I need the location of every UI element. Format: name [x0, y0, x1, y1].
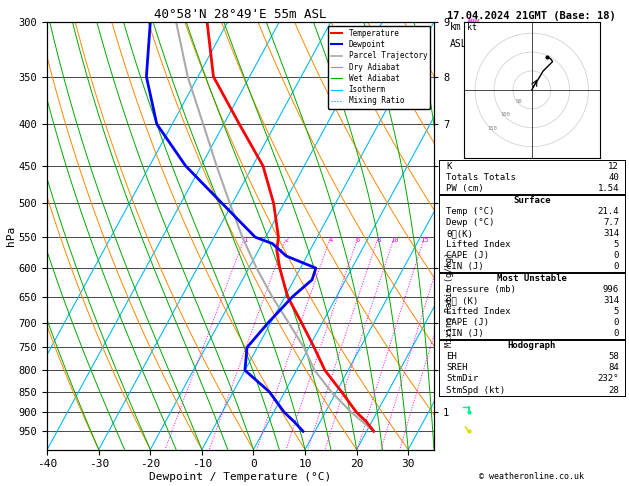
Text: 15: 15 — [420, 237, 429, 243]
Text: CAPE (J): CAPE (J) — [447, 318, 489, 327]
Text: Surface: Surface — [513, 196, 550, 206]
Text: 314: 314 — [603, 229, 619, 238]
Text: 314: 314 — [603, 296, 619, 305]
Text: Lifted Index: Lifted Index — [447, 240, 511, 249]
Text: LCL: LCL — [442, 379, 457, 388]
Text: 232°: 232° — [598, 375, 619, 383]
Legend: Temperature, Dewpoint, Parcel Trajectory, Dry Adiabat, Wet Adiabat, Isotherm, Mi: Temperature, Dewpoint, Parcel Trajectory… — [328, 26, 430, 108]
Text: 0: 0 — [614, 262, 619, 271]
Text: 5: 5 — [614, 240, 619, 249]
Text: 0: 0 — [614, 318, 619, 327]
Text: 21.4: 21.4 — [598, 208, 619, 216]
Text: 996: 996 — [603, 285, 619, 294]
Text: © weatheronline.co.uk: © weatheronline.co.uk — [479, 472, 584, 481]
Text: 12: 12 — [608, 161, 619, 171]
Text: θᴄ(K): θᴄ(K) — [447, 229, 474, 238]
Text: km: km — [450, 22, 461, 32]
Text: 28: 28 — [608, 385, 619, 395]
Text: Pressure (mb): Pressure (mb) — [447, 285, 516, 294]
Text: StmSpd (kt): StmSpd (kt) — [447, 385, 506, 395]
Text: 0: 0 — [614, 251, 619, 260]
Text: 4: 4 — [328, 237, 333, 243]
Text: CIN (J): CIN (J) — [447, 329, 484, 338]
Text: Most Unstable: Most Unstable — [497, 274, 567, 283]
Text: 0: 0 — [614, 329, 619, 338]
Text: 100: 100 — [501, 112, 510, 118]
Text: K: K — [447, 161, 452, 171]
Y-axis label: hPa: hPa — [6, 226, 16, 246]
Text: θᴄ (K): θᴄ (K) — [447, 296, 479, 305]
Text: 6: 6 — [356, 237, 360, 243]
Text: 84: 84 — [608, 364, 619, 372]
Text: StmDir: StmDir — [447, 375, 479, 383]
Text: Totals Totals: Totals Totals — [447, 173, 516, 182]
X-axis label: Dewpoint / Temperature (°C): Dewpoint / Temperature (°C) — [150, 472, 331, 482]
Text: 20: 20 — [442, 237, 451, 243]
Text: kt: kt — [467, 23, 477, 32]
Text: CIN (J): CIN (J) — [447, 262, 484, 271]
Text: 50: 50 — [515, 99, 522, 104]
Text: 150: 150 — [487, 125, 497, 131]
Text: 17.04.2024 21GMT (Base: 18): 17.04.2024 21GMT (Base: 18) — [447, 11, 616, 21]
Text: ASL: ASL — [450, 39, 467, 49]
Text: Hodograph: Hodograph — [508, 341, 556, 350]
Text: 1.54: 1.54 — [598, 184, 619, 193]
Text: PW (cm): PW (cm) — [447, 184, 484, 193]
Text: 2: 2 — [284, 237, 288, 243]
Text: 25: 25 — [460, 237, 468, 243]
Text: 10: 10 — [390, 237, 399, 243]
Text: Lifted Index: Lifted Index — [447, 307, 511, 316]
Text: 58: 58 — [608, 352, 619, 361]
Text: Dewp (°C): Dewp (°C) — [447, 218, 495, 227]
Text: SREH: SREH — [447, 364, 468, 372]
Text: 40: 40 — [608, 173, 619, 182]
Text: 1: 1 — [243, 237, 247, 243]
Text: 8: 8 — [376, 237, 381, 243]
Text: CAPE (J): CAPE (J) — [447, 251, 489, 260]
Text: 5: 5 — [614, 307, 619, 316]
Text: 7.7: 7.7 — [603, 218, 619, 227]
Text: Mixing Ratio (g/kg): Mixing Ratio (g/kg) — [445, 252, 454, 347]
Text: EH: EH — [447, 352, 457, 361]
Text: Temp (°C): Temp (°C) — [447, 208, 495, 216]
Title: 40°58'N 28°49'E 55m ASL: 40°58'N 28°49'E 55m ASL — [154, 8, 327, 21]
